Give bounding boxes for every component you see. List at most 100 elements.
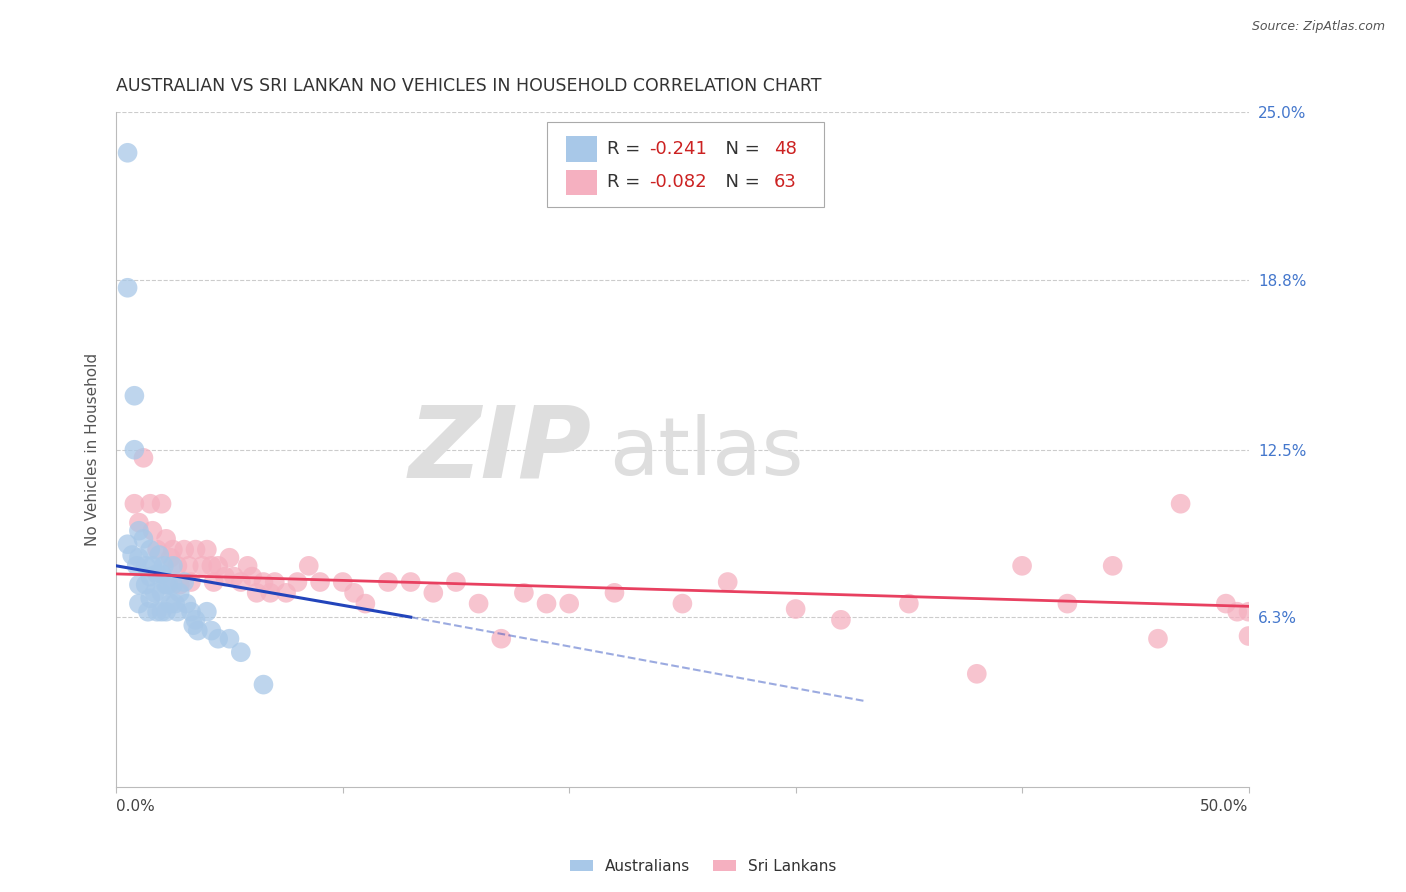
- Point: [536, 597, 558, 611]
- Text: 63: 63: [775, 173, 797, 192]
- Point: [139, 591, 162, 606]
- Point: [125, 558, 148, 573]
- Point: [1056, 597, 1078, 611]
- FancyBboxPatch shape: [565, 169, 598, 195]
- Point: [169, 586, 191, 600]
- Point: [117, 537, 139, 551]
- FancyBboxPatch shape: [565, 136, 598, 161]
- Point: [155, 605, 177, 619]
- Point: [177, 558, 200, 573]
- Point: [153, 558, 176, 573]
- Point: [128, 516, 150, 530]
- Point: [491, 632, 513, 646]
- Point: [422, 586, 444, 600]
- Point: [966, 666, 988, 681]
- Point: [169, 578, 191, 592]
- Point: [252, 677, 274, 691]
- Point: [399, 574, 422, 589]
- Text: 48: 48: [775, 140, 797, 158]
- Point: [162, 542, 184, 557]
- FancyBboxPatch shape: [547, 122, 824, 207]
- Point: [187, 624, 209, 638]
- Point: [274, 586, 297, 600]
- Y-axis label: No Vehicles in Household: No Vehicles in Household: [86, 353, 100, 546]
- Point: [467, 597, 489, 611]
- Point: [148, 548, 170, 562]
- Point: [1170, 497, 1192, 511]
- Point: [128, 524, 150, 538]
- Text: 0.0%: 0.0%: [117, 799, 155, 814]
- Point: [246, 586, 269, 600]
- Text: ZIP: ZIP: [409, 401, 592, 499]
- Point: [155, 578, 177, 592]
- Point: [128, 550, 150, 565]
- Point: [159, 597, 181, 611]
- Point: [165, 597, 187, 611]
- Point: [150, 566, 173, 581]
- Point: [354, 597, 377, 611]
- Point: [287, 574, 309, 589]
- Point: [121, 548, 143, 562]
- Text: R =: R =: [606, 140, 645, 158]
- Text: -0.082: -0.082: [650, 173, 707, 192]
- Point: [377, 574, 399, 589]
- Point: [195, 605, 218, 619]
- Point: [132, 532, 155, 546]
- Point: [135, 558, 157, 573]
- Point: [897, 597, 920, 611]
- Point: [181, 618, 204, 632]
- Legend: Australians, Sri Lankans: Australians, Sri Lankans: [564, 853, 842, 880]
- Point: [1011, 558, 1033, 573]
- Point: [229, 574, 252, 589]
- Point: [1237, 605, 1260, 619]
- Text: N =: N =: [714, 140, 766, 158]
- Point: [252, 574, 274, 589]
- Point: [180, 605, 202, 619]
- Point: [176, 597, 198, 611]
- Point: [240, 569, 263, 583]
- Point: [236, 558, 259, 573]
- Point: [159, 550, 181, 565]
- Point: [124, 497, 146, 511]
- Point: [1147, 632, 1170, 646]
- Point: [117, 281, 139, 295]
- Point: [162, 558, 184, 573]
- Point: [263, 574, 285, 589]
- Point: [135, 578, 157, 592]
- Point: [146, 566, 169, 581]
- Point: [343, 586, 366, 600]
- Point: [166, 558, 188, 573]
- Point: [1226, 605, 1249, 619]
- Point: [785, 602, 807, 616]
- Point: [309, 574, 332, 589]
- Point: [155, 532, 177, 546]
- Point: [229, 645, 252, 659]
- Point: [1237, 629, 1260, 643]
- Point: [150, 586, 173, 600]
- Text: N =: N =: [714, 173, 766, 192]
- Point: [150, 497, 173, 511]
- Point: [200, 558, 222, 573]
- Point: [191, 558, 214, 573]
- Point: [218, 632, 240, 646]
- Point: [146, 605, 169, 619]
- Point: [1215, 597, 1237, 611]
- Point: [162, 578, 184, 592]
- Point: [717, 574, 740, 589]
- Point: [139, 569, 162, 583]
- Text: Source: ZipAtlas.com: Source: ZipAtlas.com: [1251, 20, 1385, 33]
- Text: -0.241: -0.241: [650, 140, 707, 158]
- Point: [141, 558, 163, 573]
- Point: [195, 542, 218, 557]
- Point: [332, 574, 354, 589]
- Point: [150, 605, 173, 619]
- Point: [117, 145, 139, 160]
- Point: [184, 613, 207, 627]
- Point: [1101, 558, 1123, 573]
- Point: [298, 558, 321, 573]
- Point: [124, 389, 146, 403]
- Text: R =: R =: [606, 173, 645, 192]
- Text: AUSTRALIAN VS SRI LANKAN NO VEHICLES IN HOUSEHOLD CORRELATION CHART: AUSTRALIAN VS SRI LANKAN NO VEHICLES IN …: [117, 78, 821, 95]
- Point: [136, 605, 159, 619]
- Point: [166, 605, 188, 619]
